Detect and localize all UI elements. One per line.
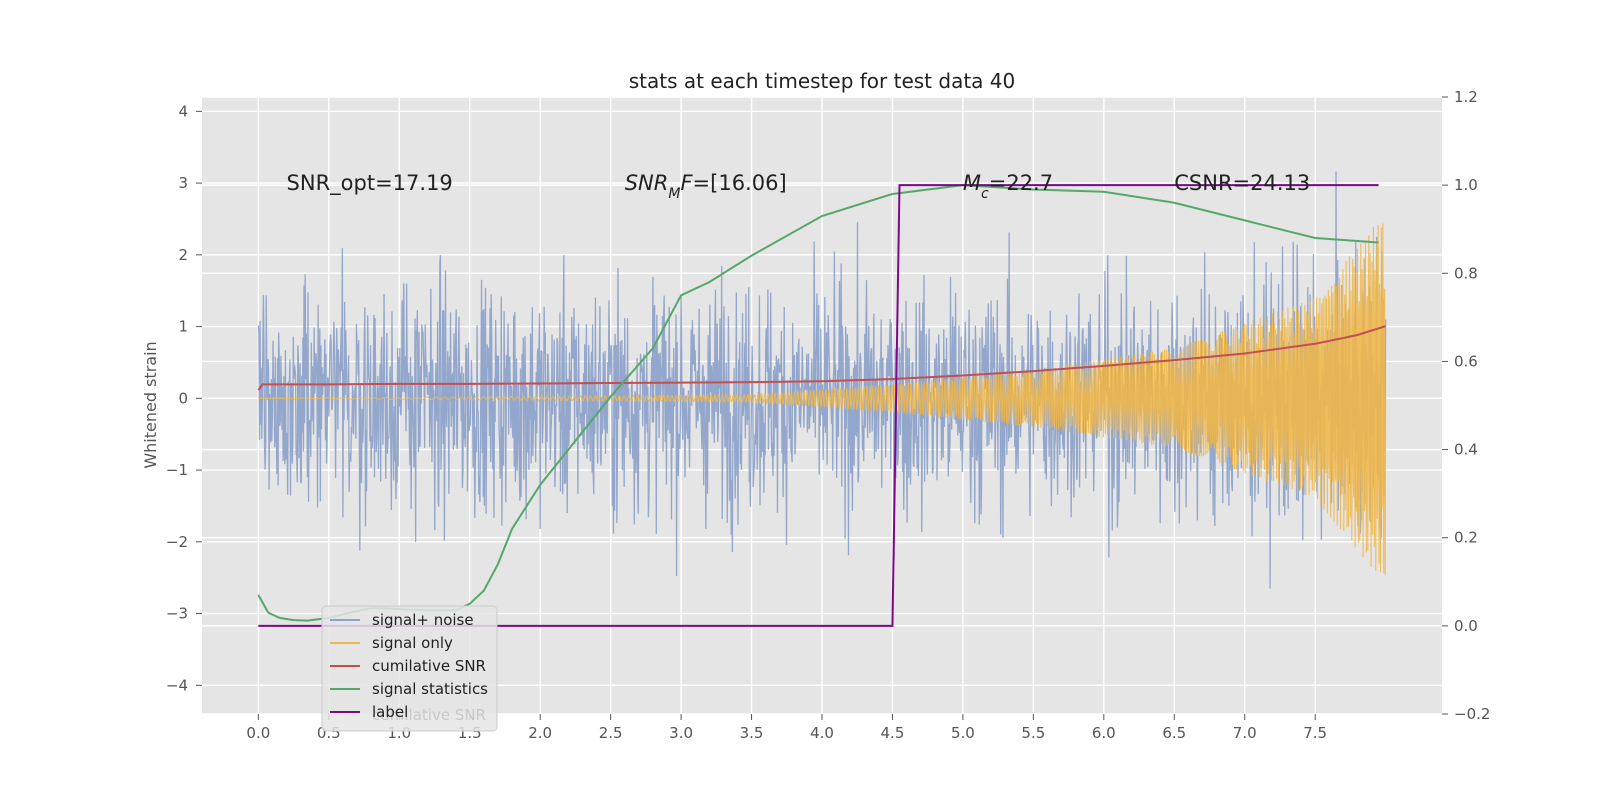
y-tick-label: 3 — [178, 174, 188, 192]
annotations: SNR_opt=17.19 SNRMF=[16.06] Mc=22.7 CSNR=24… — [287, 171, 1311, 202]
y-tick-label: 2 — [178, 246, 188, 264]
x-tick-label: 2.5 — [599, 724, 623, 742]
annotation-text: CSNR=24.13 — [1174, 171, 1310, 195]
x-tick-label: 3.5 — [740, 724, 764, 742]
y-axis-label: Whitened strain — [141, 341, 160, 468]
x-tick-label: 7.5 — [1303, 724, 1327, 742]
x-tick-label: 4.5 — [881, 724, 905, 742]
y-tick-label: 0 — [178, 389, 188, 407]
series-signal-only — [258, 223, 1387, 576]
y2-tick-label: 0.4 — [1454, 441, 1478, 459]
legend-box — [321, 605, 498, 732]
x-tick-label: 5.0 — [951, 724, 975, 742]
legend-hidden-text: cumilative SNR — [372, 706, 486, 724]
y2-tick-label: −0.2 — [1454, 705, 1490, 723]
x-tick-label: 6.0 — [1092, 724, 1116, 742]
y-axis-left: 4 3 2 1 0 −1 −2 −3 −4 — [166, 102, 202, 694]
y-tick-label: −3 — [166, 605, 188, 623]
x-tick-label: 4.0 — [810, 724, 834, 742]
x-tick-label: 3.0 — [669, 724, 693, 742]
x-tick-label: 5.5 — [1021, 724, 1045, 742]
chart-title: stats at each timestep for test data 40 — [629, 69, 1015, 93]
x-tick-label: 6.5 — [1162, 724, 1186, 742]
y-axis-right: 1.2 1.0 0.8 0.6 0.4 0.2 0.0 −0.2 — [1442, 88, 1490, 723]
y-tick-label: −2 — [166, 533, 188, 551]
x-tick-label: 7.0 — [1233, 724, 1257, 742]
legend-entry: signal+ noise — [372, 611, 474, 629]
y-tick-label: 4 — [178, 102, 188, 120]
legend-entry: signal statistics — [372, 680, 488, 698]
y2-tick-label: 0.0 — [1454, 617, 1478, 635]
y2-tick-label: 0.2 — [1454, 529, 1478, 547]
y-tick-label: −4 — [166, 676, 188, 694]
x-tick-label: 2.0 — [528, 724, 552, 742]
x-tick-label: 0.0 — [246, 724, 270, 742]
y-tick-label: 1 — [178, 318, 188, 336]
x-axis: 0.0 0.5 1.0 1.5 2.0 2.5 3.0 3.5 4.0 4.5 5.0 5.5 6.0 6… — [246, 714, 1327, 742]
legend-entry: cumilative SNR — [372, 657, 486, 675]
y2-tick-label: 1.2 — [1454, 88, 1478, 106]
series-signal-noise — [257, 171, 1387, 589]
annotation-text: SNRMF=[16.06] — [625, 171, 787, 202]
series-label — [258, 184, 1379, 627]
y2-tick-label: 0.6 — [1454, 352, 1478, 370]
y-tick-label: −1 — [166, 461, 188, 479]
legend-entry: label — [372, 703, 408, 721]
annotation-text: Mc=22.7 — [963, 171, 1053, 202]
annotation-text: SNR_opt=17.19 — [287, 171, 453, 196]
y2-tick-label: 0.8 — [1454, 264, 1478, 282]
legend: cumilative SNR signal+ noise signal only cu… — [321, 605, 498, 732]
y2-tick-label: 1.0 — [1454, 176, 1478, 194]
series-cumilative-snr — [257, 325, 1386, 391]
legend-entry: signal only — [372, 634, 453, 652]
